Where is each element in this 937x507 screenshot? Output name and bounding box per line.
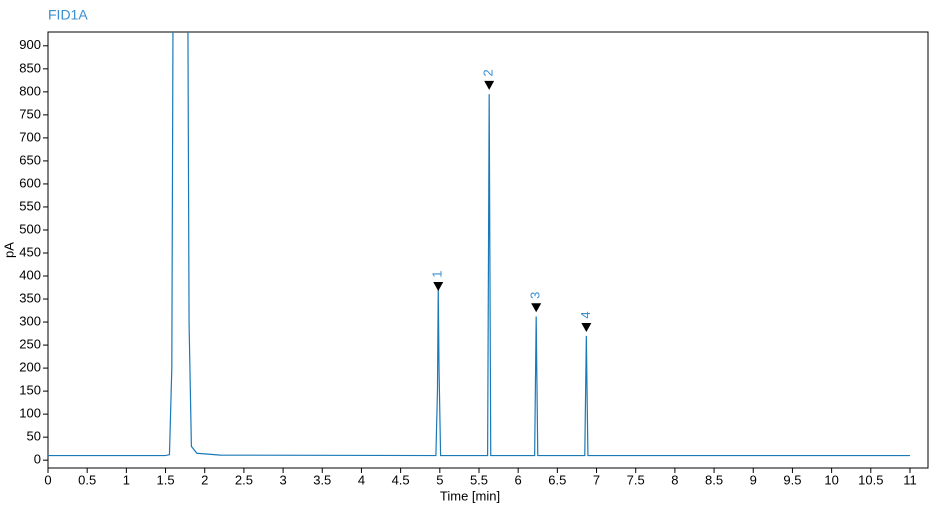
y-tick-label: 100	[19, 406, 41, 421]
y-tick-label: 650	[19, 152, 41, 167]
x-tick-label: 1	[123, 472, 130, 487]
peak-marker	[531, 303, 542, 313]
peak-marker	[433, 282, 444, 292]
y-tick-label: 700	[19, 129, 41, 144]
y-tick-label: 600	[19, 175, 41, 190]
y-tick-label: 750	[19, 106, 41, 121]
chart-title: FID1A	[48, 7, 88, 23]
x-tick-label: 10.5	[858, 472, 883, 487]
y-tick-label: 400	[19, 267, 41, 282]
x-tick-label: 4.5	[392, 472, 410, 487]
peak-label: 1	[430, 270, 445, 277]
x-tick-label: 6.5	[548, 472, 566, 487]
y-tick-label: 500	[19, 221, 41, 236]
peak-label: 2	[481, 69, 496, 76]
x-tick-label: 8	[671, 472, 678, 487]
y-axis-label: pA	[1, 242, 16, 258]
x-tick-label: 6	[515, 472, 522, 487]
peak-label: 3	[528, 292, 543, 299]
peak-marker	[581, 323, 592, 333]
y-tick-label: 250	[19, 337, 41, 352]
y-tick-label: 350	[19, 290, 41, 305]
y-tick-label: 450	[19, 244, 41, 259]
x-tick-label: 2	[201, 472, 208, 487]
peak-marker	[484, 80, 495, 90]
y-tick-label: 550	[19, 198, 41, 213]
x-tick-label: 1.5	[157, 472, 175, 487]
x-tick-label: 11	[903, 472, 917, 487]
x-tick-label: 10	[824, 472, 838, 487]
x-tick-label: 3	[279, 472, 286, 487]
x-tick-label: 9.5	[783, 472, 801, 487]
y-tick-label: 0	[34, 452, 41, 467]
x-axis-label: Time [min]	[440, 488, 500, 503]
x-tick-label: 8.5	[705, 472, 723, 487]
x-tick-label: 4	[358, 472, 365, 487]
y-tick-label: 200	[19, 360, 41, 375]
x-tick-label: 9	[750, 472, 757, 487]
y-tick-label: 900	[19, 37, 41, 52]
x-tick-label: 7.5	[627, 472, 645, 487]
y-tick-label: 50	[27, 429, 41, 444]
x-tick-label: 3.5	[313, 472, 331, 487]
x-tick-label: 5.5	[470, 472, 488, 487]
y-tick-label: 150	[19, 383, 41, 398]
plot-frame	[47, 31, 929, 469]
x-tick-label: 2.5	[235, 472, 253, 487]
y-tick-label: 850	[19, 60, 41, 75]
y-tick-label: 800	[19, 83, 41, 98]
x-tick-label: 5	[436, 472, 443, 487]
x-tick-label: 0	[44, 472, 51, 487]
trace	[48, 32, 910, 457]
peak-label: 4	[578, 311, 593, 318]
x-tick-label: 0.5	[78, 472, 96, 487]
x-tick-label: 7	[593, 472, 600, 487]
y-tick-label: 300	[19, 313, 41, 328]
